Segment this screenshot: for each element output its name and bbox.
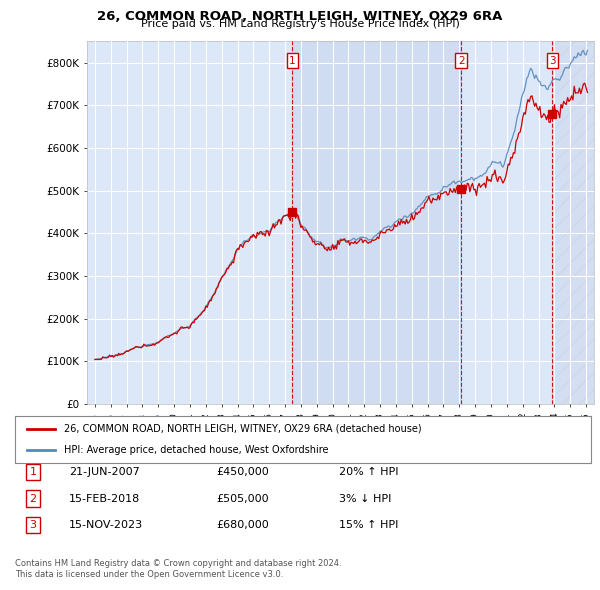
Text: £505,000: £505,000 (216, 494, 269, 503)
Text: 3: 3 (29, 520, 37, 530)
Text: 15% ↑ HPI: 15% ↑ HPI (339, 520, 398, 530)
Bar (292, 41, 461, 404)
Text: 2: 2 (29, 494, 37, 503)
Text: 15-FEB-2018: 15-FEB-2018 (69, 494, 140, 503)
Text: 1: 1 (289, 56, 296, 66)
Text: 1: 1 (29, 467, 37, 477)
Bar (553, 41, 594, 404)
Text: £450,000: £450,000 (216, 467, 269, 477)
Text: 2: 2 (458, 56, 464, 66)
Text: 3% ↓ HPI: 3% ↓ HPI (339, 494, 391, 503)
Text: 26, COMMON ROAD, NORTH LEIGH, WITNEY, OX29 6RA (detached house): 26, COMMON ROAD, NORTH LEIGH, WITNEY, OX… (64, 424, 422, 434)
Text: 26, COMMON ROAD, NORTH LEIGH, WITNEY, OX29 6RA: 26, COMMON ROAD, NORTH LEIGH, WITNEY, OX… (97, 10, 503, 23)
Text: Contains HM Land Registry data © Crown copyright and database right 2024.: Contains HM Land Registry data © Crown c… (15, 559, 341, 568)
Text: 20% ↑ HPI: 20% ↑ HPI (339, 467, 398, 477)
Text: Price paid vs. HM Land Registry's House Price Index (HPI): Price paid vs. HM Land Registry's House … (140, 19, 460, 30)
Text: This data is licensed under the Open Government Licence v3.0.: This data is licensed under the Open Gov… (15, 571, 283, 579)
Text: 3: 3 (549, 56, 556, 66)
Text: £680,000: £680,000 (216, 520, 269, 530)
Text: 15-NOV-2023: 15-NOV-2023 (69, 520, 143, 530)
Text: HPI: Average price, detached house, West Oxfordshire: HPI: Average price, detached house, West… (64, 445, 328, 455)
Text: 21-JUN-2007: 21-JUN-2007 (69, 467, 140, 477)
